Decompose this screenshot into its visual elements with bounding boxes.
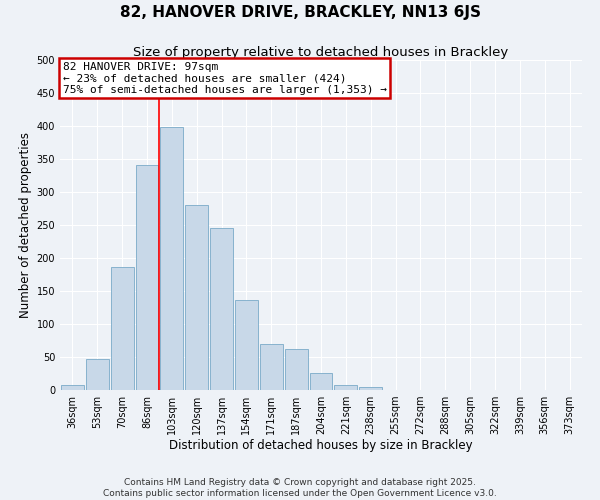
Bar (260, 344, 283, 390)
Title: Size of property relative to detached houses in Brackley: Size of property relative to detached ho… (133, 46, 509, 59)
Bar (160, 126, 183, 390)
Text: Contains HM Land Registry data © Crown copyright and database right 2025.
Contai: Contains HM Land Registry data © Crown c… (103, 478, 497, 498)
Text: 82, HANOVER DRIVE, BRACKLEY, NN13 6JS: 82, HANOVER DRIVE, BRACKLEY, NN13 6JS (119, 5, 481, 20)
Bar (111, 266, 134, 390)
Bar (235, 300, 258, 390)
Text: 82 HANOVER DRIVE: 97sqm
← 23% of detached houses are smaller (424)
75% of semi-d: 82 HANOVER DRIVE: 97sqm ← 23% of detache… (62, 62, 386, 95)
Bar (359, 386, 382, 390)
Y-axis label: Number of detached properties: Number of detached properties (19, 132, 32, 318)
Bar (185, 205, 208, 390)
Bar (210, 228, 233, 390)
Bar (334, 384, 357, 390)
Bar (136, 165, 158, 390)
Bar (86, 359, 109, 390)
X-axis label: Distribution of detached houses by size in Brackley: Distribution of detached houses by size … (169, 438, 473, 452)
Bar (310, 373, 332, 390)
Bar (285, 349, 308, 390)
Bar (61, 384, 84, 390)
